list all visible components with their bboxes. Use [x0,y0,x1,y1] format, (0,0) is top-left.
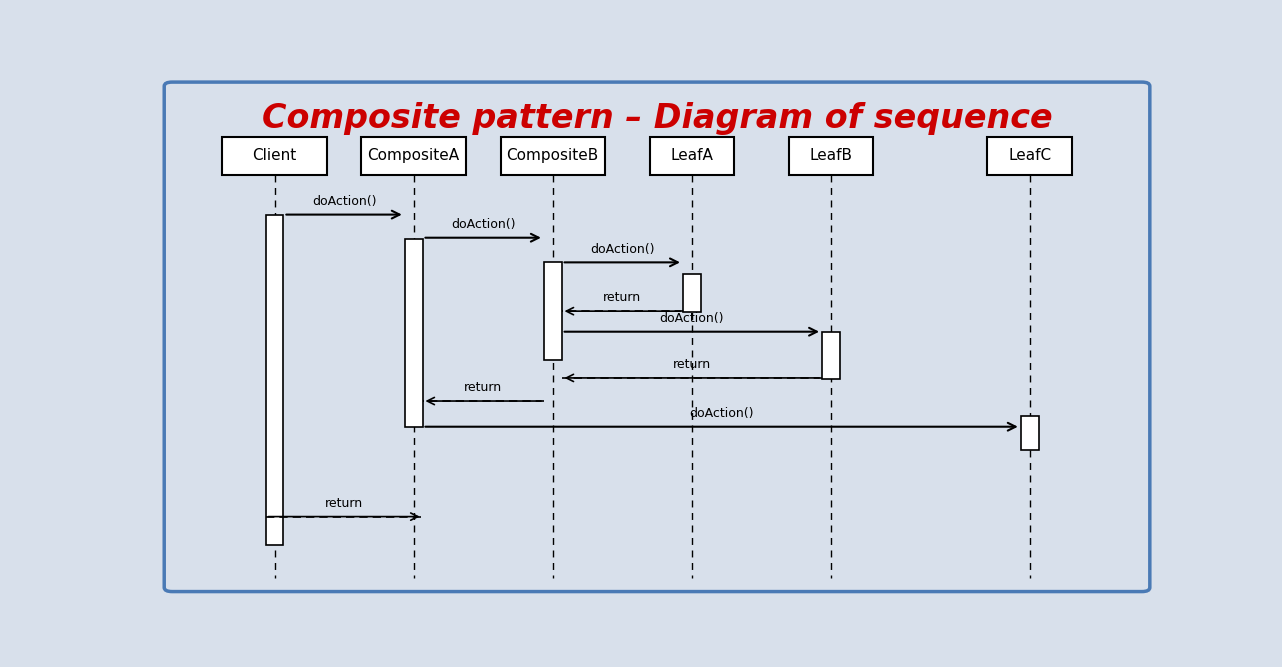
Text: return: return [673,358,710,372]
Bar [500,137,605,175]
Bar [650,137,735,175]
Text: LeafC: LeafC [1008,148,1051,163]
Bar [405,239,423,427]
Bar [683,274,701,312]
Bar [788,137,873,175]
Text: return: return [326,497,363,510]
Text: Client: Client [253,148,296,163]
Bar [987,137,1072,175]
Bar [1020,416,1038,450]
Bar [822,331,840,379]
Text: return: return [604,291,641,304]
Text: doAction(): doAction() [690,407,754,420]
Bar [222,137,327,175]
Text: doAction(): doAction() [312,195,377,208]
Text: doAction(): doAction() [590,243,655,255]
Text: LeafB: LeafB [809,148,853,163]
Text: doAction(): doAction() [659,312,724,325]
Text: return: return [464,382,503,394]
Text: CompositeB: CompositeB [506,148,599,163]
Bar [544,262,562,360]
Text: Composite pattern – Diagram of sequence: Composite pattern – Diagram of sequence [262,102,1053,135]
Text: LeafA: LeafA [670,148,713,163]
Text: doAction(): doAction() [451,218,515,231]
Bar [265,215,283,545]
FancyBboxPatch shape [164,82,1150,592]
Text: CompositeA: CompositeA [368,148,460,163]
Bar [362,137,465,175]
